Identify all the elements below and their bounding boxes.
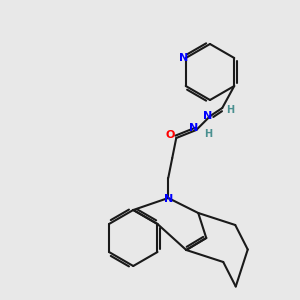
Text: N: N [202, 111, 212, 121]
Text: H: H [204, 129, 212, 139]
Text: N: N [179, 53, 188, 63]
Text: N: N [164, 194, 173, 204]
Text: O: O [166, 130, 175, 140]
Text: N: N [189, 123, 198, 133]
Text: H: H [226, 105, 234, 115]
